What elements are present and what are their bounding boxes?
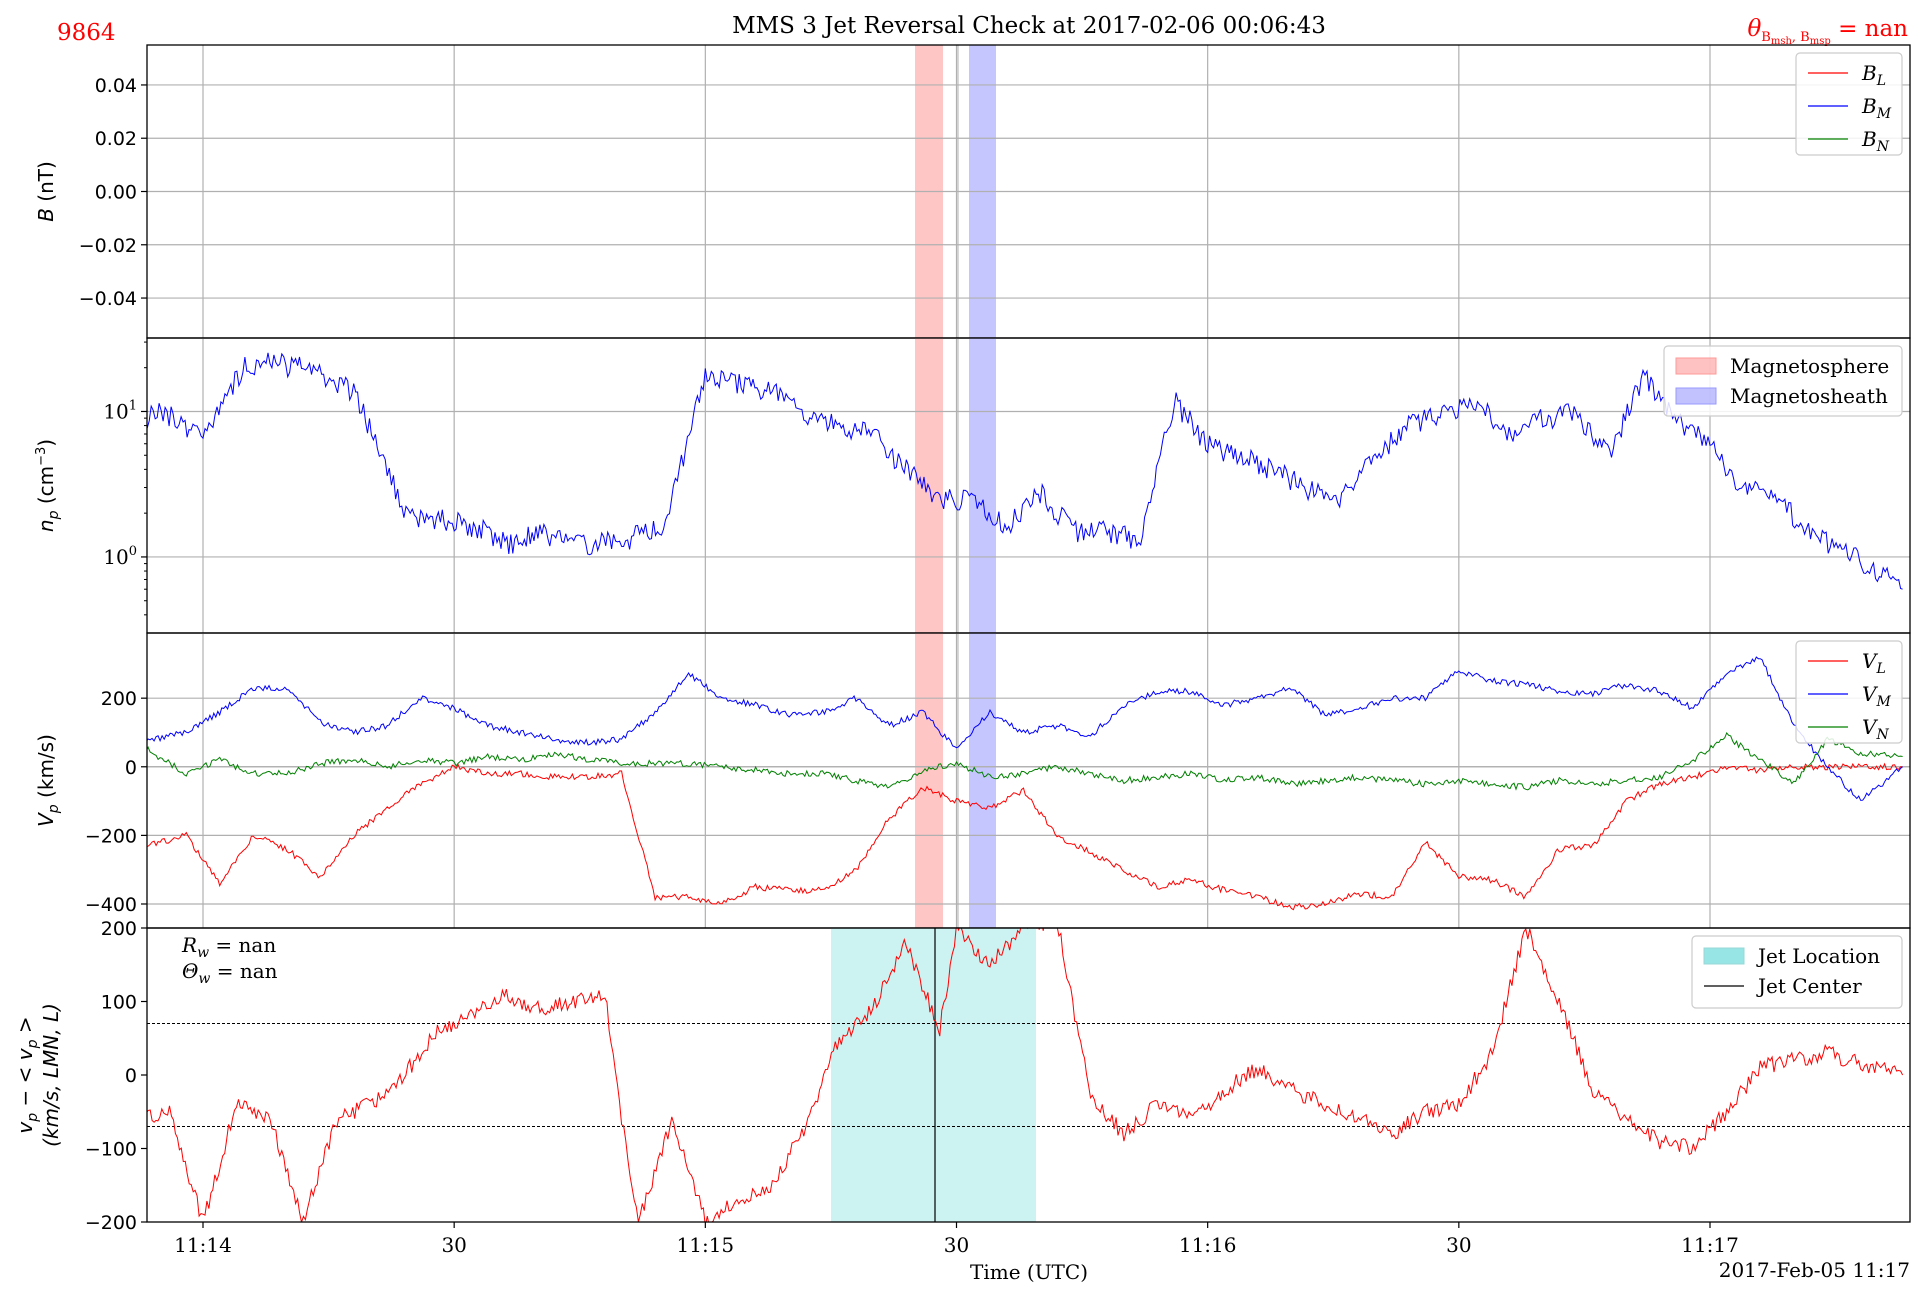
ylabel-text: B (nT) [34,161,58,222]
y-tick-label: −0.04 [79,288,137,310]
magnetosphere-band [915,633,943,928]
corner-label-right: θBmsh, Bmsp = nan [1747,16,1908,47]
axes-frame-3 [146,927,1911,1223]
axes-frame-1 [146,337,1911,634]
legend-box [1663,345,1903,417]
legend-label: Magnetosheath [1730,384,1888,408]
x-axis-ticks: 11:14 30 11:15 30 11:16 30 11:17 [174,1233,1739,1257]
series-line-v-p-v-p- [147,928,1904,1222]
y-tick-label: 100 [101,992,137,1014]
panel-0: 0.04 0.02 0.00 −0.02 −0.04 B (nT) BL BM BN [34,44,1911,339]
ylabel-text: Vp (km/s) [34,734,62,827]
theta-label: θBmsh, Bmsp = nan [1747,16,1908,47]
y-tick-label: 101 [103,398,137,423]
y-ticks-3: 200 100 0 −100 −200 [85,918,147,1234]
figure-title: MMS 3 Jet Reversal Check at 2017-02-06 0… [732,13,1326,39]
y-tick-label: −400 [85,894,137,916]
ylabel-text: np (cm−3) [34,439,62,532]
annotation-thetaw: Θw = nan [182,959,278,987]
ylabel-text: vp − < vp > [13,1016,41,1133]
panel-2: 200 0 −200 −400 Vp (km/s) VL VM VN [34,632,1911,929]
y-axis-label-1: np (cm−3) [34,439,62,532]
y-axis-label-3: vp − < vp > (km/s, LMN, L) [13,1003,63,1147]
legend-label: BL [1861,61,1886,89]
panel-3: 200 100 0 −100 −200 vp − < vp > (km/s, LMN, L)… [13,918,1911,1234]
ylabel-text-2: (km/s, LMN, L) [39,1003,63,1147]
x-tick-label: 11:16 [1179,1233,1237,1257]
x-tick-label: 30 [1446,1233,1471,1257]
y-tick-label: 100 [103,544,137,569]
legend-label: BN [1861,127,1890,155]
legend-label: VN [1862,715,1889,743]
legend-label: Magnetosphere [1730,354,1889,378]
x-tick-label: 11:14 [174,1233,232,1257]
series-line-v-m [147,656,1903,801]
y-tick-label: 0.04 [95,75,137,97]
legend-label: BM [1861,94,1892,122]
y-tick-label: −200 [85,1212,137,1234]
y-ticks-2: 200 0 −200 −400 [85,688,147,916]
x-tick-label: 11:15 [677,1233,735,1257]
legend-label: Jet Location [1756,944,1880,968]
legend-2: VL VM VN [1795,640,1903,744]
y-ticks-1: 101 100 [103,341,147,616]
legend-swatch [1675,357,1717,375]
plot-area-0 [147,45,1910,338]
annotation-rw: Rw = nan [181,933,276,961]
y-tick-label: 200 [101,688,137,710]
series-line-v-l [147,762,1903,911]
y-tick-label: −0.02 [79,235,137,257]
legend-label: VM [1862,682,1891,710]
magnetosheath-band [969,338,996,633]
x-tick-label: 30 [441,1233,466,1257]
y-tick-label: 200 [101,918,137,940]
magnetosheath-band [969,633,996,928]
jet-location-band [831,928,1036,1222]
date-label: 2017-Feb-05 11:17 [1719,1258,1910,1282]
legend-1: Magnetosphere Magnetosheath [1663,345,1903,417]
legend-0: BL BM BN [1795,52,1903,156]
y-axis-label-0: B (nT) [34,161,58,222]
y-tick-label: −100 [85,1139,137,1161]
legend-box [1795,640,1903,744]
plot-area-3 [147,928,1910,1222]
y-tick-label: 0 [125,1065,137,1087]
series-line-n-p [147,352,1903,590]
legend-swatch [1675,387,1717,405]
plot-area-1 [147,338,1910,633]
y-tick-label: −200 [85,825,137,847]
plot-area-2 [147,633,1910,928]
y-tick-label: 0.02 [95,128,137,150]
legend-swatch [1703,947,1745,965]
x-axis-label: Time (UTC) [970,1260,1088,1284]
panels: 0.04 0.02 0.00 −0.02 −0.04 B (nT) BL BM BN 101 100… [13,44,1911,1234]
legend-3: Jet Location Jet Center [1691,935,1903,1009]
series-line-v-n [147,732,1903,791]
magnetosphere-band [915,338,943,633]
corner-label-left: 9864 [57,20,116,46]
axes-frame-2 [146,632,1911,929]
y-axis-label-2: Vp (km/s) [34,734,62,827]
legend-label: Jet Center [1756,974,1862,998]
x-tick-label: 11:17 [1681,1233,1739,1257]
x-tick-label: 30 [944,1233,969,1257]
y-ticks-0: 0.04 0.02 0.00 −0.02 −0.04 [79,75,147,310]
legend-label: VL [1862,649,1886,677]
y-tick-label: 0.00 [95,182,137,204]
y-tick-label: 0 [125,757,137,779]
legend-box [1795,52,1903,156]
panel-1: 101 100 np (cm−3) Magnetosphere Magnetosheat… [34,337,1911,634]
